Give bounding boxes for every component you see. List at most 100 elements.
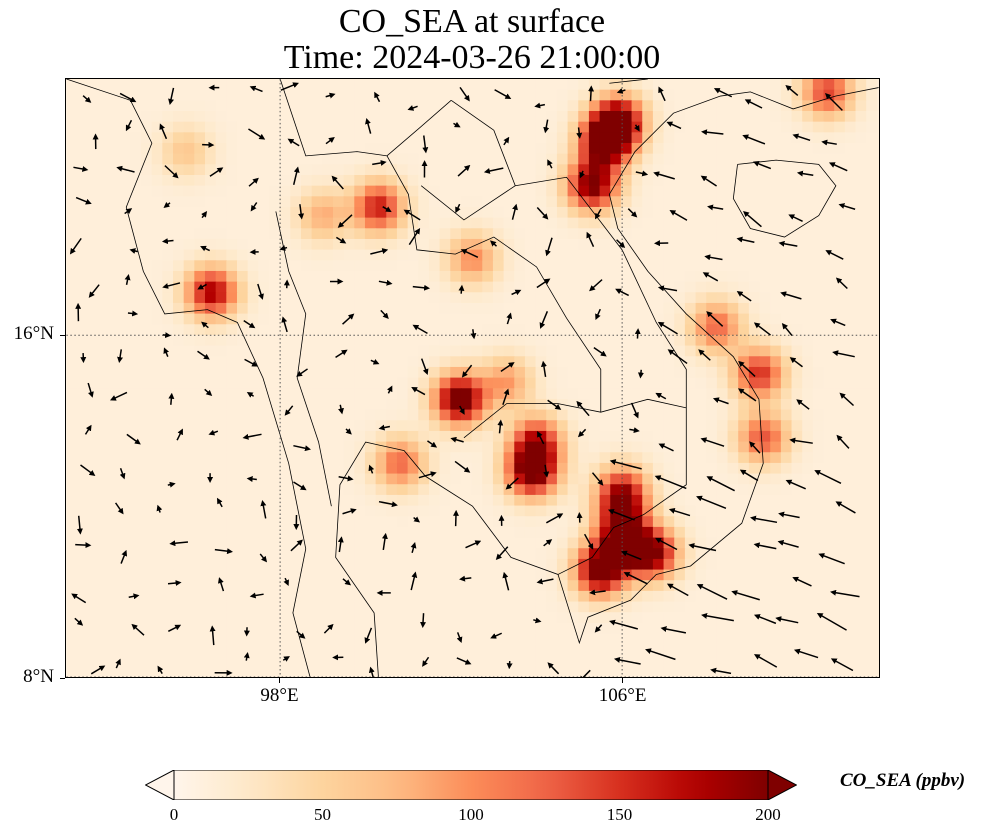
concentration-cell (524, 334, 537, 347)
concentration-cell (66, 473, 78, 485)
concentration-cell (610, 516, 622, 528)
concentration-cell (599, 654, 611, 667)
concentration-cell (141, 430, 153, 443)
concentration-cell (823, 654, 835, 667)
concentration-cell (674, 409, 686, 421)
concentration-cell (684, 462, 697, 475)
concentration-cell (759, 484, 771, 496)
concentration-cell (535, 441, 547, 453)
concentration-cell (258, 601, 270, 613)
concentration-cell (119, 558, 131, 571)
concentration-cell (386, 377, 398, 389)
concentration-cell (599, 228, 611, 240)
concentration-cell (791, 238, 803, 251)
concentration-cell (109, 377, 121, 389)
concentration-cell (439, 473, 451, 485)
concentration-cell (599, 100, 611, 112)
concentration-cell (631, 484, 643, 496)
concentration-cell (343, 260, 355, 272)
concentration-cell (802, 558, 814, 571)
concentration-cell (343, 569, 355, 581)
wind-arrow (342, 508, 357, 515)
concentration-cell (748, 462, 761, 475)
concentration-cell (343, 366, 355, 379)
concentration-cell (141, 473, 153, 485)
concentration-cell (130, 345, 142, 357)
concentration-cell (141, 79, 153, 91)
concentration-cell (834, 345, 846, 357)
concentration-cell (663, 377, 675, 389)
concentration-cell (109, 494, 121, 507)
concentration-cell (631, 441, 643, 453)
concentration-cell (258, 334, 270, 347)
concentration-cell (407, 164, 419, 176)
concentration-cell (343, 334, 355, 347)
concentration-cell (471, 644, 483, 656)
concentration-cell (631, 217, 643, 229)
concentration-cell (524, 270, 537, 283)
concentration-cell (674, 526, 686, 539)
concentration-cell (812, 334, 825, 347)
concentration-cell (791, 644, 803, 656)
concentration-cell (215, 430, 227, 443)
concentration-cell (343, 430, 355, 443)
concentration-cell (642, 462, 654, 475)
concentration-cell (322, 334, 334, 347)
wind-arrow (637, 369, 644, 379)
concentration-cell (141, 452, 153, 464)
concentration-cell (578, 558, 590, 571)
concentration-cell (279, 516, 291, 528)
concentration-cell (482, 676, 494, 677)
concentration-cell (524, 430, 537, 443)
concentration-cell (226, 537, 238, 549)
concentration-cell (119, 196, 131, 208)
concentration-cell (588, 644, 601, 656)
concentration-cell (716, 79, 729, 91)
concentration-cell (631, 302, 643, 315)
concentration-cell (738, 462, 750, 475)
wind-arrow (216, 497, 223, 508)
concentration-cell (226, 580, 238, 592)
concentration-cell (428, 654, 441, 667)
concentration-cell (322, 526, 334, 539)
concentration-cell (503, 121, 515, 133)
concentration-cell (855, 676, 867, 677)
concentration-cell (268, 313, 281, 325)
concentration-cell (375, 100, 387, 112)
concentration-cell (386, 430, 398, 443)
concentration-cell (66, 238, 78, 251)
concentration-cell (268, 217, 281, 229)
concentration-cell (396, 377, 409, 389)
concentration-cell (364, 334, 377, 347)
concentration-cell (428, 89, 441, 101)
concentration-cell (268, 345, 281, 357)
concentration-cell (236, 142, 249, 155)
concentration-cell (876, 281, 879, 293)
concentration-cell (396, 420, 409, 432)
wind-arrow (816, 613, 847, 631)
wind-arrow (668, 507, 691, 517)
concentration-cell (631, 612, 643, 624)
concentration-cell (98, 420, 110, 432)
concentration-cell (204, 441, 217, 453)
concentration-cell (354, 153, 366, 165)
concentration-cell (556, 388, 569, 400)
concentration-cell (226, 345, 238, 357)
concentration-cell (663, 612, 675, 624)
concentration-cell (183, 366, 195, 379)
concentration-cell (823, 452, 835, 464)
concentration-cell (674, 132, 686, 144)
concentration-cell (151, 228, 163, 240)
concentration-cell (375, 569, 387, 581)
concentration-cell (663, 238, 675, 251)
concentration-cell (748, 505, 761, 517)
concentration-cell (183, 164, 195, 176)
concentration-cell (620, 89, 633, 101)
concentration-cell (716, 676, 729, 677)
concentration-cell (386, 174, 398, 187)
concentration-cell (77, 281, 89, 293)
concentration-cell (279, 260, 291, 272)
concentration-cell (770, 409, 782, 421)
concentration-cell (407, 206, 419, 219)
concentration-cell (119, 644, 131, 656)
